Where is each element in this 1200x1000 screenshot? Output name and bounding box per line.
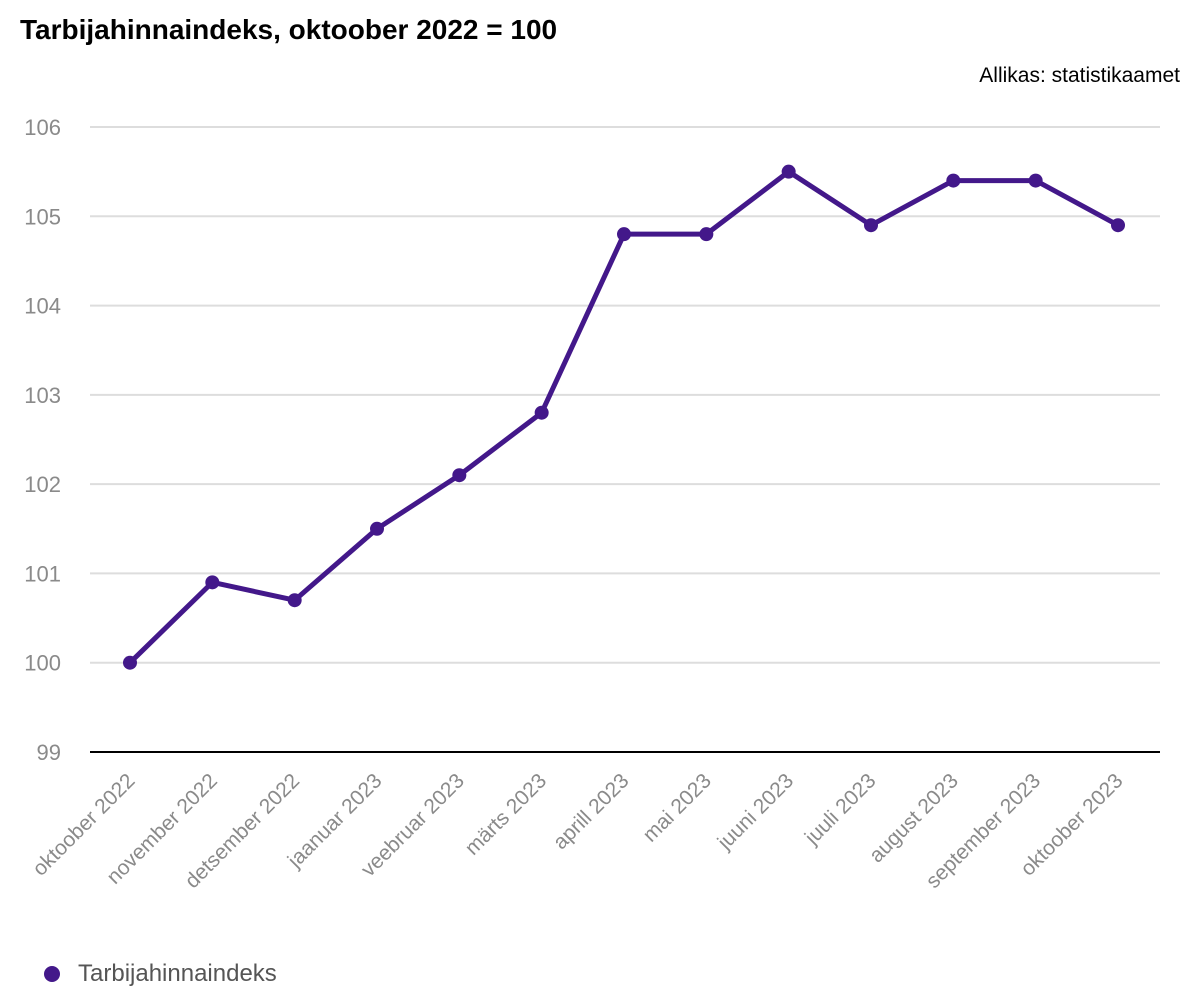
data-point [452, 468, 467, 483]
data-point [1111, 218, 1125, 233]
y-tick-label: 103 [24, 383, 61, 408]
legend: Tarbijahinnaindeks [44, 960, 277, 988]
data-point [781, 164, 796, 179]
y-tick-label: 100 [24, 651, 61, 676]
y-tick-label: 99 [37, 740, 61, 765]
data-point [205, 575, 220, 590]
y-tick-label: 104 [24, 294, 61, 319]
legend-marker [44, 966, 60, 982]
data-point [864, 218, 878, 233]
x-tick-label: mai 2023 [639, 769, 716, 846]
source-label: Allikas: statistikaamet [979, 64, 1180, 87]
data-point [699, 227, 714, 242]
data-point [534, 405, 549, 420]
data-point [1028, 173, 1043, 188]
x-tick-label: aprill 2023 [549, 769, 634, 854]
chart-title: Tarbijahinnaindeks, oktoober 2022 = 100 [20, 14, 558, 45]
y-tick-label: 106 [24, 115, 61, 140]
y-tick-label: 102 [24, 472, 61, 497]
data-point [287, 593, 302, 608]
y-tick-label: 105 [24, 204, 61, 229]
data-point [946, 173, 961, 188]
series-line [127, 169, 1121, 666]
x-tick-label: juuni 2023 [713, 769, 799, 855]
x-tick-label: märts 2023 [461, 769, 552, 860]
legend-label: Tarbijahinnaindeks [78, 960, 277, 987]
x-tick-label: juuli 2023 [800, 769, 881, 850]
y-tick-label: 101 [24, 561, 61, 586]
data-point [370, 521, 384, 536]
data-point [123, 655, 137, 670]
data-point [617, 227, 631, 242]
